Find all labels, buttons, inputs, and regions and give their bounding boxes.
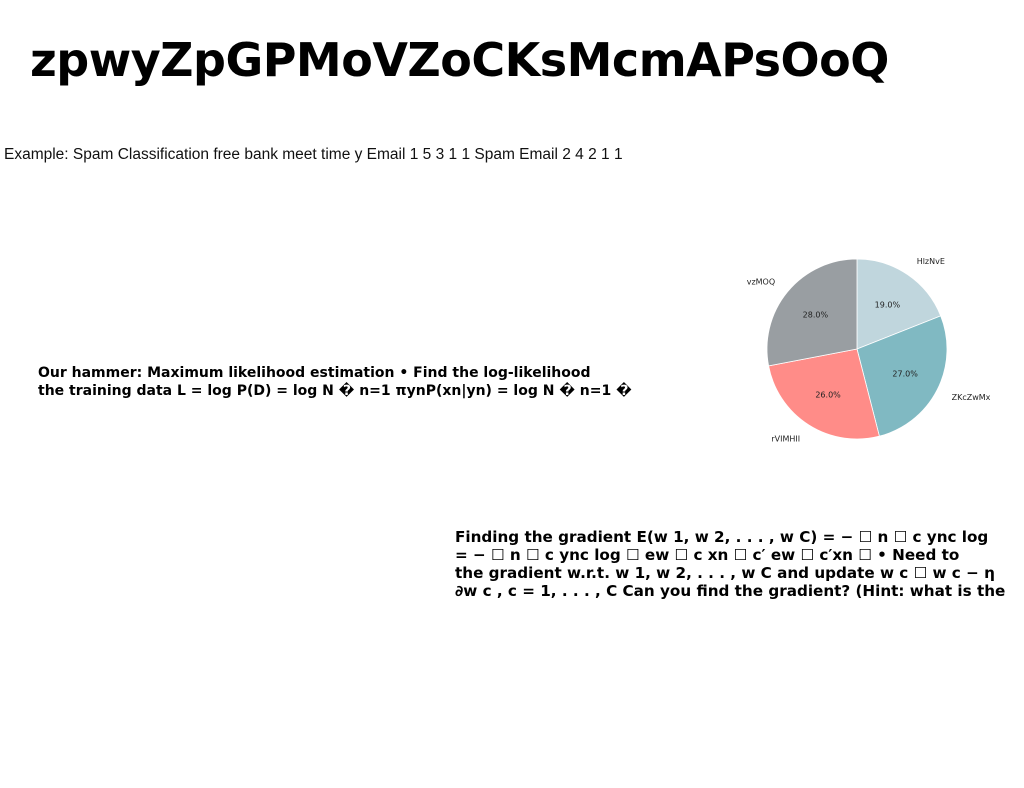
pie-slice-vzmoq <box>766 258 858 367</box>
hammer-line-2: the training data L = log P(D) = log N �… <box>38 383 632 399</box>
pie-value-label: 28.0% <box>803 311 829 320</box>
hammer-text-block: Our hammer: Maximum likelihood estimatio… <box>38 364 678 400</box>
gradient-line-1: Finding the gradient E(w 1, w 2, . . . ,… <box>455 528 989 546</box>
slide-title: zpwyZpGPMoVZoCKsMcmAPsOoQ <box>30 33 889 87</box>
pie-category-label: HlzNvE <box>917 257 945 266</box>
gradient-line-2: = − ☐ n ☐ c ync log ☐ ew ☐ c xn ☐ c′ ew … <box>455 546 960 564</box>
pie-value-label: 27.0% <box>892 370 918 379</box>
pie-slice-zkczwmx <box>856 315 948 437</box>
hammer-line-1: Our hammer: Maximum likelihood estimatio… <box>38 365 591 381</box>
pie-chart: 19.0% HlzNvE 27.0% ZKcZwMx 26.0% rVIMHII 28.0%… <box>740 225 1010 475</box>
gradient-text-block: Finding the gradient E(w 1, w 2, . . . ,… <box>455 528 1024 600</box>
pie-value-label: 26.0% <box>815 391 841 400</box>
pie-slice-hlznve <box>856 258 942 350</box>
pie-category-label: vzMOQ <box>747 277 775 286</box>
gradient-line-4: ∂w c , c = 1, . . . , C Can you find the… <box>455 582 1006 600</box>
gradient-line-3: the gradient w.r.t. w 1, w 2, . . . , w … <box>455 564 995 582</box>
example-text: Example: Spam Classification free bank m… <box>4 146 623 163</box>
pie-category-label: rVIMHII <box>771 435 800 444</box>
pie-value-label: 19.0% <box>875 300 901 309</box>
pie-category-label: ZKcZwMx <box>952 393 991 402</box>
pie-slice-rvimhii <box>768 348 880 440</box>
pie-chart-svg: 19.0% HlzNvE 27.0% ZKcZwMx 26.0% rVIMHII 28.0%… <box>747 257 991 444</box>
